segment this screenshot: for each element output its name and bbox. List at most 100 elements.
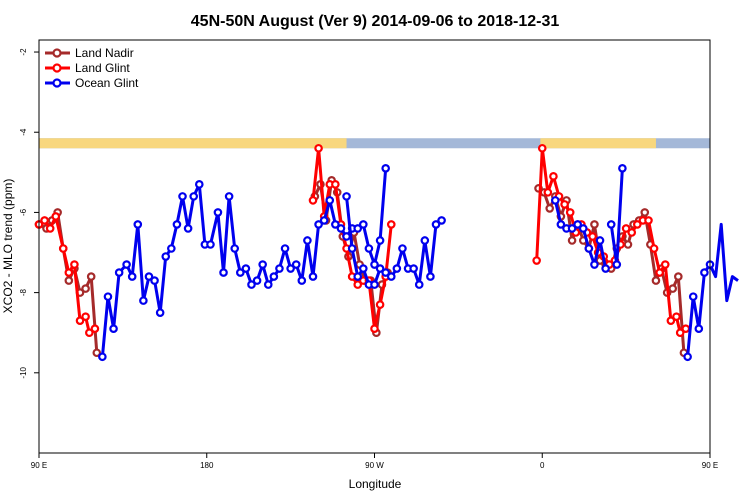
data-point xyxy=(532,256,541,265)
data-point xyxy=(85,328,94,338)
data-point xyxy=(258,260,267,269)
data-point xyxy=(545,204,555,213)
series-line-segment xyxy=(535,146,687,335)
data-point xyxy=(672,312,681,321)
data-point xyxy=(75,316,85,325)
data-point xyxy=(370,280,379,289)
legend-swatch-marker xyxy=(52,78,62,88)
data-point xyxy=(183,224,193,233)
data-point xyxy=(280,244,290,253)
y-tick-label: -2 xyxy=(19,48,28,56)
data-point xyxy=(224,192,234,201)
x-axis-title: Longitude xyxy=(349,477,402,491)
data-point xyxy=(342,192,351,201)
data-point xyxy=(236,268,245,277)
y-tick-label: -8 xyxy=(19,289,28,297)
land-patch xyxy=(540,138,656,149)
data-point xyxy=(331,180,340,189)
data-point xyxy=(675,328,685,338)
data-point xyxy=(51,212,61,221)
data-point xyxy=(649,244,659,253)
data-point xyxy=(81,284,90,293)
data-point xyxy=(578,224,588,233)
data-point xyxy=(694,324,704,333)
data-point xyxy=(633,220,642,229)
data-point xyxy=(644,216,653,225)
data-point xyxy=(189,192,199,201)
data-point xyxy=(144,272,154,281)
data-point xyxy=(601,264,610,273)
data-point xyxy=(588,232,597,241)
data-point xyxy=(556,220,566,229)
data-point xyxy=(353,280,363,289)
data-point xyxy=(45,224,55,233)
data-point xyxy=(381,164,390,173)
data-point xyxy=(64,268,74,277)
data-point xyxy=(590,220,599,229)
data-point xyxy=(286,264,295,273)
data-point xyxy=(627,228,637,237)
x-tick-label: 90 E xyxy=(31,461,47,470)
data-point xyxy=(590,260,599,269)
data-point xyxy=(359,220,368,229)
data-point xyxy=(109,324,118,333)
data-point xyxy=(567,236,577,245)
legend-label: Land Glint xyxy=(75,61,130,75)
x-tick-label: 90 E xyxy=(702,461,718,470)
data-point xyxy=(623,240,633,249)
data-point xyxy=(219,268,228,277)
data-point xyxy=(314,143,323,153)
data-point xyxy=(549,172,558,181)
data-point xyxy=(426,272,435,281)
data-point xyxy=(86,272,96,281)
data-point xyxy=(206,240,215,249)
data-point xyxy=(606,220,616,229)
land-patch xyxy=(39,138,347,149)
data-point xyxy=(651,276,661,285)
data-point xyxy=(269,272,279,281)
x-tick-label: 0 xyxy=(540,461,545,470)
data-point xyxy=(398,244,407,253)
data-point xyxy=(347,244,357,253)
data-point xyxy=(325,196,335,205)
data-point xyxy=(133,220,143,229)
data-point xyxy=(308,196,318,205)
y-tick-label: -10 xyxy=(19,366,28,378)
y-tick-label: -6 xyxy=(19,208,28,216)
y-tick-label: -4 xyxy=(19,128,28,136)
data-point xyxy=(700,268,709,277)
data-point xyxy=(565,208,575,217)
data-point xyxy=(308,272,318,281)
data-point xyxy=(618,164,627,173)
series-line-segment xyxy=(686,222,739,357)
x-tick-label: 180 xyxy=(200,461,214,470)
legend-label: Land Nadir xyxy=(75,46,134,60)
data-point xyxy=(683,352,692,362)
data-point xyxy=(560,200,569,209)
data-point xyxy=(688,292,698,301)
data-point xyxy=(247,280,256,289)
data-point xyxy=(139,296,148,305)
series-layer xyxy=(34,143,739,362)
data-point xyxy=(263,280,273,289)
data-point xyxy=(127,272,137,281)
data-point xyxy=(668,284,678,293)
data-point xyxy=(420,236,430,245)
data-point xyxy=(353,272,363,281)
data-point xyxy=(550,196,560,205)
data-point xyxy=(331,220,340,229)
data-point xyxy=(314,220,323,229)
data-point xyxy=(386,220,396,229)
x-tick-label: 90 W xyxy=(365,461,384,470)
data-point xyxy=(122,260,131,269)
data-point xyxy=(386,272,396,281)
x-axis: 90 E 180 90 W 0 90 E xyxy=(31,453,718,470)
data-point xyxy=(291,260,301,269)
data-point xyxy=(336,224,346,233)
data-point xyxy=(70,260,79,269)
data-point xyxy=(660,260,670,269)
data-point xyxy=(437,216,446,225)
data-point xyxy=(58,244,68,253)
data-point xyxy=(230,244,240,253)
